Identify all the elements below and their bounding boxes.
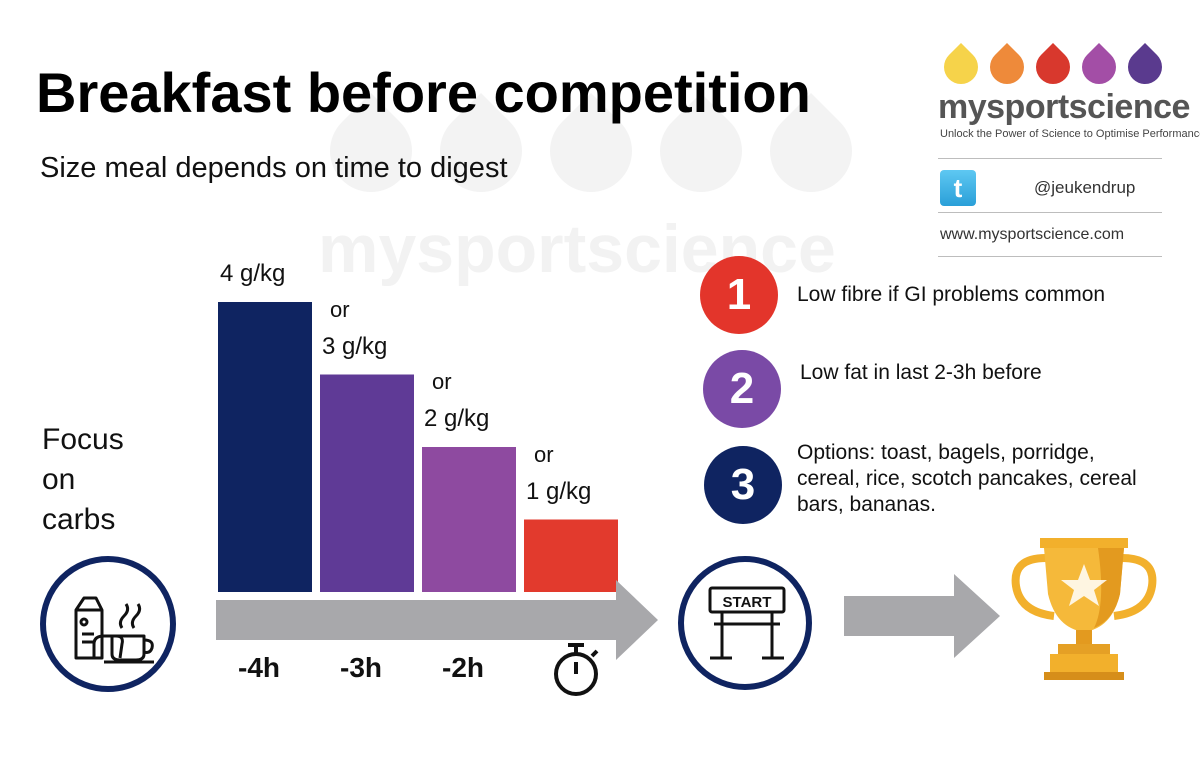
bar-value-label: 2 g/kg	[424, 405, 489, 433]
tip-number-3: 3	[704, 446, 782, 524]
start-icon: START	[678, 556, 812, 690]
trophy-icon	[1006, 524, 1162, 684]
or-label: or	[330, 297, 350, 323]
bar-value-label: 1 g/kg	[526, 478, 591, 506]
tip-number-2: 2	[703, 350, 781, 428]
bar-value-label: 3 g/kg	[322, 333, 387, 361]
start-label: START	[723, 594, 772, 611]
bar--2h	[422, 447, 516, 592]
bar--3h	[320, 375, 414, 593]
arrow-to-trophy	[844, 574, 1000, 658]
or-label: or	[432, 369, 452, 395]
or-label: or	[534, 442, 554, 468]
bar--4h	[218, 302, 312, 592]
x-tick-label: -3h	[340, 652, 382, 684]
tip-text-1: Low fibre if GI problems common	[797, 282, 1177, 308]
tip-number-1: 1	[700, 256, 778, 334]
tip-text-3: Options: toast, bagels, porridge, cereal…	[797, 440, 1157, 518]
x-tick-label: -4h	[238, 652, 280, 684]
stopwatch-icon	[556, 645, 597, 694]
x-tick-label: -2h	[442, 652, 484, 684]
bar-value-label: 4 g/kg	[220, 260, 285, 288]
tip-text-2: Low fat in last 2-3h before	[800, 360, 1180, 386]
bar--1h	[524, 520, 618, 593]
start-gate-graphic: START	[684, 562, 806, 684]
bars-group	[218, 302, 618, 592]
